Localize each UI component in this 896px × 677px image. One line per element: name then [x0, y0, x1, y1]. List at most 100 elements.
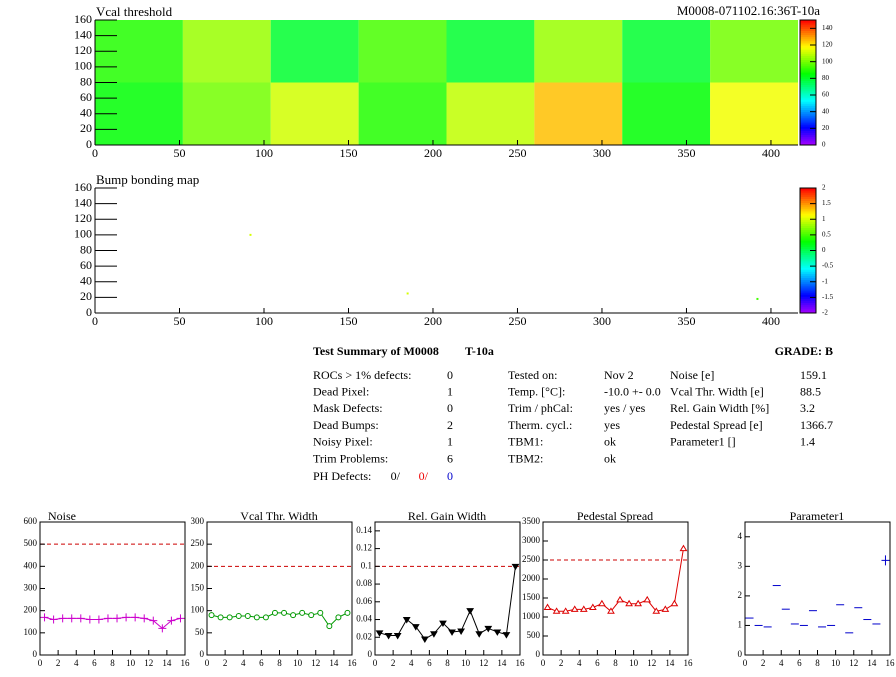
colorbar-cell: [800, 196, 816, 199]
colorbar-cell: [800, 63, 816, 67]
roc-cell: [534, 20, 623, 83]
colorbar-cell: [800, 254, 816, 258]
colorbar-cell: [800, 263, 816, 266]
colorbar-cell: [800, 130, 816, 133]
y-tick-label: 150: [191, 583, 205, 593]
y-tick-label: 120: [74, 43, 92, 57]
colorbar-cell: [800, 242, 816, 245]
colorbar-cell: [800, 277, 816, 281]
y-tick-label: 200: [24, 605, 38, 615]
marker: [326, 623, 333, 630]
colorbar-cell: [800, 72, 816, 75]
marker: [466, 608, 475, 615]
result-label: Vcal Thr. Width [e]: [670, 384, 764, 398]
marker: [131, 613, 140, 622]
marker: [457, 628, 465, 636]
marker: [85, 615, 94, 624]
colorbar-cell: [800, 208, 816, 212]
y-tick-label: 20: [80, 289, 92, 303]
colorbar-cell: [800, 95, 816, 98]
colorbar-cell: [800, 88, 816, 92]
colorbar-cell: [800, 117, 816, 121]
colorbar-cell: [800, 55, 816, 58]
marker: [290, 612, 297, 619]
colorbar-cell: [800, 90, 816, 94]
marker: [493, 629, 502, 636]
colorbar-cell: [800, 294, 816, 297]
marker: [430, 631, 438, 638]
y-tick-label: 200: [191, 560, 205, 570]
x-tick-label: 14: [497, 658, 507, 668]
y-tick-label: 140: [74, 27, 92, 41]
colorbar-cell: [800, 134, 816, 138]
colorbar-cell: [800, 296, 816, 299]
z-tick-label: 0: [822, 246, 826, 254]
colorbar-cell: [800, 281, 816, 285]
colorbar-cell: [800, 223, 816, 226]
x-tick-label: 10: [461, 658, 471, 668]
colorbar-cell: [800, 227, 816, 231]
series-line: [44, 616, 181, 630]
colorbar-cell: [800, 59, 816, 63]
colorbar-cell: [800, 192, 816, 195]
marker: [158, 624, 167, 633]
colorbar-cell: [800, 40, 816, 44]
z-tick-label: 140: [822, 24, 833, 32]
chart-title: Parameter1: [790, 509, 845, 523]
x-tick-label: 12: [144, 658, 153, 668]
x-tick-label: 0: [743, 658, 748, 668]
y-tick-label: 500: [24, 538, 38, 548]
marker: [94, 615, 103, 624]
colorbar-cell: [800, 84, 816, 88]
colorbar-cell: [800, 302, 816, 306]
marker: [375, 630, 384, 637]
y-tick-label: 0: [200, 649, 205, 659]
marker: [439, 620, 447, 628]
x-tick-label: 0: [92, 314, 98, 328]
x-tick-label: 12: [849, 658, 858, 668]
marker: [167, 616, 176, 625]
y-tick-label: 0.12: [356, 543, 372, 553]
chart-title: Vcal threshold: [96, 4, 173, 19]
colorbar-cell: [800, 206, 816, 210]
info-label: TBM2:: [508, 451, 543, 465]
colorbar-cell: [800, 265, 816, 268]
marker: [176, 614, 185, 623]
colorbar-cell: [800, 113, 816, 117]
colorbar-cell: [800, 300, 816, 304]
plot-frame: [744, 521, 891, 656]
colorbar-cell: [800, 231, 816, 235]
y-tick-label: 300: [191, 516, 205, 526]
marker: [402, 617, 411, 624]
x-tick-label: 250: [508, 146, 526, 160]
x-tick-label: 6: [595, 658, 600, 668]
x-tick-label: 16: [684, 658, 694, 668]
result-value: 3.2: [800, 401, 815, 415]
defect-value: 1: [447, 384, 453, 398]
roc-cell: [182, 20, 271, 83]
marker: [579, 605, 588, 612]
colorbar-cell: [800, 76, 816, 79]
marker: [262, 614, 269, 621]
colorbar-cell: [800, 99, 816, 102]
colorbar-cell: [800, 198, 816, 201]
chart-subtitle: M0008-071102.16:36T-10a: [677, 3, 820, 18]
marker: [448, 629, 456, 636]
y-tick-label: 100: [24, 627, 38, 637]
plot-frame: [206, 521, 353, 656]
chart-title: Noise: [48, 509, 76, 523]
colorbar-cell: [800, 20, 816, 23]
colorbar-cell: [800, 82, 816, 86]
y-tick-label: 0: [86, 305, 92, 319]
marker: [598, 599, 606, 607]
colorbar-cell: [800, 256, 816, 260]
x-tick-label: 350: [677, 146, 695, 160]
x-tick-label: 400: [762, 146, 780, 160]
colorbar-cell: [800, 215, 816, 218]
colorbar-cell: [800, 304, 816, 308]
summary-title: Test Summary of M0008: [313, 344, 439, 358]
colorbar-cell: [800, 217, 816, 220]
x-tick-label: 300: [593, 314, 611, 328]
y-tick-label: 1: [738, 620, 743, 630]
x-tick-label: 8: [110, 658, 115, 668]
